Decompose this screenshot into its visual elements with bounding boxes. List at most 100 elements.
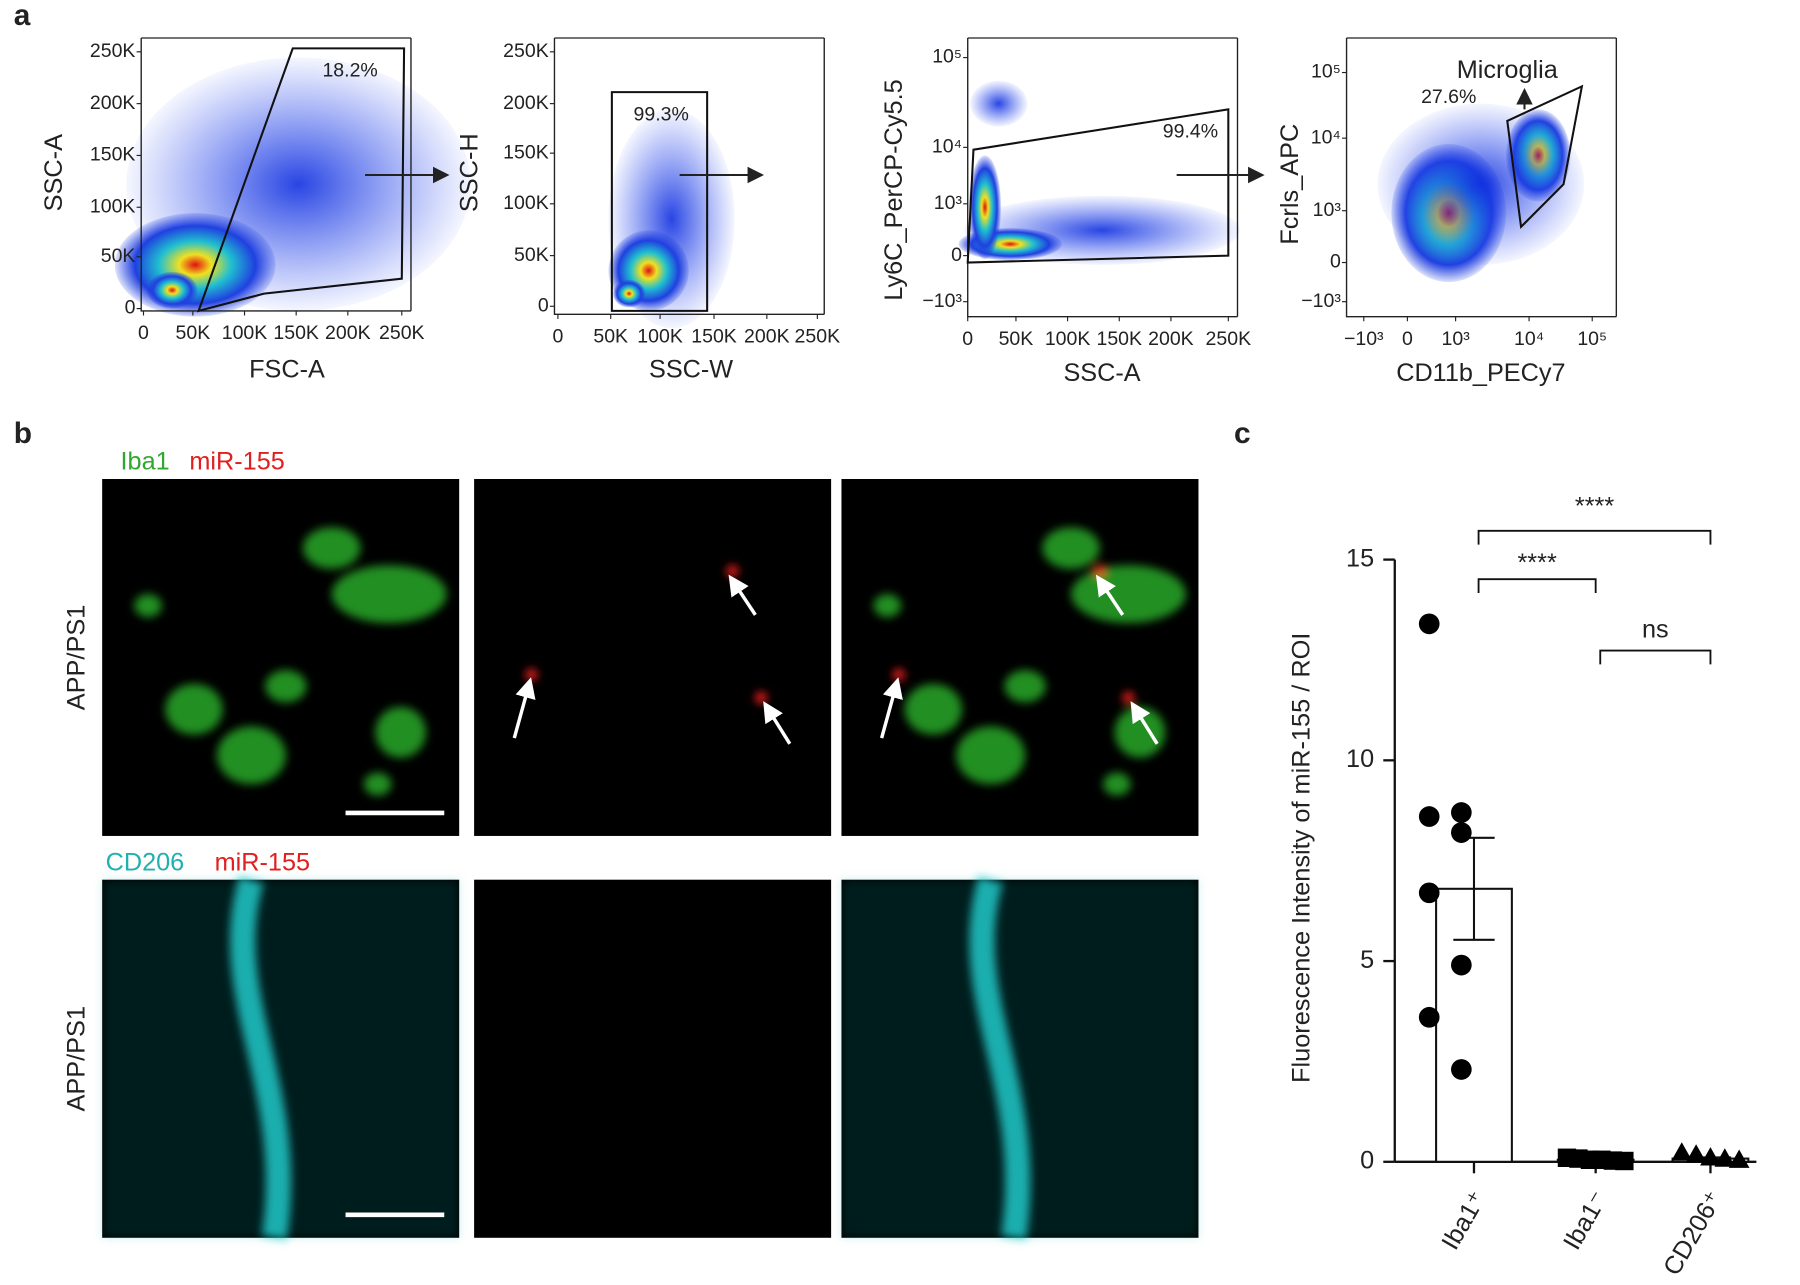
y-tick-label: −10³ xyxy=(1301,290,1341,312)
microglia xyxy=(363,772,392,796)
x-tick-label: 150K xyxy=(273,322,319,344)
stain-label: Iba1 xyxy=(121,448,170,476)
micrograph-content xyxy=(841,876,1199,1240)
x-tick-label: 0 xyxy=(962,328,973,350)
pointer-arrow xyxy=(728,574,757,616)
microglia xyxy=(1114,706,1166,758)
x-tick-label: Iba1⁺ xyxy=(1436,1186,1491,1254)
gate xyxy=(966,108,1230,264)
x-tick-label: CD206⁺ xyxy=(1658,1186,1728,1280)
mir-signal xyxy=(755,692,767,704)
data-point xyxy=(1418,882,1440,904)
pointer-arrow xyxy=(512,677,536,739)
data-point xyxy=(1671,1142,1693,1161)
x-tick-label: 50K xyxy=(593,326,628,348)
density-cloud xyxy=(613,279,646,308)
x-tick-label: 50K xyxy=(176,322,211,344)
y-tick-label: 10⁴ xyxy=(932,136,962,158)
x-tick-label: 100K xyxy=(222,322,268,344)
x-tick-label: 250K xyxy=(1206,328,1252,350)
y-tick-label: 200K xyxy=(90,92,136,114)
microglia xyxy=(303,527,361,569)
tissue xyxy=(841,879,1199,1238)
x-tick-label: 0 xyxy=(552,326,563,348)
microglia xyxy=(904,683,962,735)
x-tick-label: 10⁵ xyxy=(1577,328,1607,350)
data-point xyxy=(1451,822,1472,843)
pointer-arrow xyxy=(879,677,903,739)
significance-label: **** xyxy=(1517,549,1556,577)
y-tick-label: 5 xyxy=(1360,946,1374,974)
pointer-arrow xyxy=(763,701,792,745)
microglia xyxy=(134,594,162,618)
y-tick-label: 10⁵ xyxy=(932,46,962,68)
gate-label: 99.3% xyxy=(634,103,689,125)
x-tick-label: 0 xyxy=(1402,328,1413,350)
mir-signal xyxy=(726,565,739,577)
x-tick-label: 0 xyxy=(138,322,149,344)
stain-label: CD206 xyxy=(106,848,185,876)
y-axis-label: SSC-H xyxy=(455,133,483,212)
y-tick-label: 10⁵ xyxy=(1311,61,1341,83)
density-cloud xyxy=(1377,103,1585,265)
micrograph xyxy=(841,478,1199,836)
y-axis-label: Fcrls_APC xyxy=(1276,124,1304,245)
y-tick-label: −10³ xyxy=(922,290,962,312)
x-tick-label: 250K xyxy=(379,322,425,344)
data-point xyxy=(1700,1147,1721,1166)
microglia xyxy=(216,726,286,785)
micrograph xyxy=(474,478,832,836)
x-tick-label: 200K xyxy=(1148,328,1194,350)
gate xyxy=(610,91,709,312)
mir-signal xyxy=(1094,565,1106,577)
y-tick-label: 0 xyxy=(125,297,136,319)
axis-frame xyxy=(967,37,1239,318)
significance-bracket xyxy=(1477,578,1597,593)
significance-bracket xyxy=(1477,529,1712,545)
x-tick-label: Iba1⁻ xyxy=(1558,1186,1613,1254)
significance-bracket xyxy=(1599,649,1712,665)
significance-label: **** xyxy=(1575,492,1614,520)
y-tick-label: 10 xyxy=(1346,745,1374,773)
gate-label: 27.6% xyxy=(1421,86,1476,108)
x-tick-label: 10³ xyxy=(1442,328,1471,350)
gate-label: 18.2% xyxy=(322,60,377,82)
significance-label: ns xyxy=(1642,616,1669,644)
population-label: Microglia xyxy=(1457,56,1559,84)
y-tick-label: 250K xyxy=(90,40,136,62)
data-point xyxy=(1418,1006,1440,1028)
y-axis-label: Fluorescence Intensity of miR-155 / ROI xyxy=(1288,633,1316,1083)
micrograph-content xyxy=(134,527,447,796)
data-point xyxy=(1418,613,1440,635)
y-tick-label: 0 xyxy=(951,244,962,266)
x-tick-label: 150K xyxy=(1096,328,1142,350)
microglia xyxy=(265,670,307,703)
x-axis-label: SSC-A xyxy=(1063,359,1140,387)
y-tick-label: 200K xyxy=(503,92,549,114)
microglia xyxy=(873,594,902,618)
density-cloud xyxy=(146,271,198,309)
x-tick-label: 250K xyxy=(795,326,841,348)
axis-frame xyxy=(553,37,825,316)
pointer-arrow xyxy=(1095,574,1125,616)
x-tick-label: 10⁴ xyxy=(1514,328,1544,350)
x-axis-label: FSC-A xyxy=(249,355,325,383)
micrograph xyxy=(474,879,832,1238)
x-tick-label: −10³ xyxy=(1344,328,1384,350)
microglia xyxy=(956,726,1026,785)
micrograph-content xyxy=(873,527,1186,796)
gate xyxy=(1506,84,1584,230)
microglia xyxy=(1042,527,1100,569)
panel-label: c xyxy=(1234,417,1251,450)
axis-frame xyxy=(1345,37,1618,318)
micrograph xyxy=(102,478,460,836)
data-point xyxy=(1418,806,1440,827)
x-tick-label: 100K xyxy=(637,326,683,348)
x-tick-label: 150K xyxy=(691,326,737,348)
x-tick-label: 100K xyxy=(1045,328,1091,350)
y-tick-label: 50K xyxy=(514,244,549,266)
micrograph-content xyxy=(102,876,460,1240)
y-tick-label: 100K xyxy=(90,195,136,217)
